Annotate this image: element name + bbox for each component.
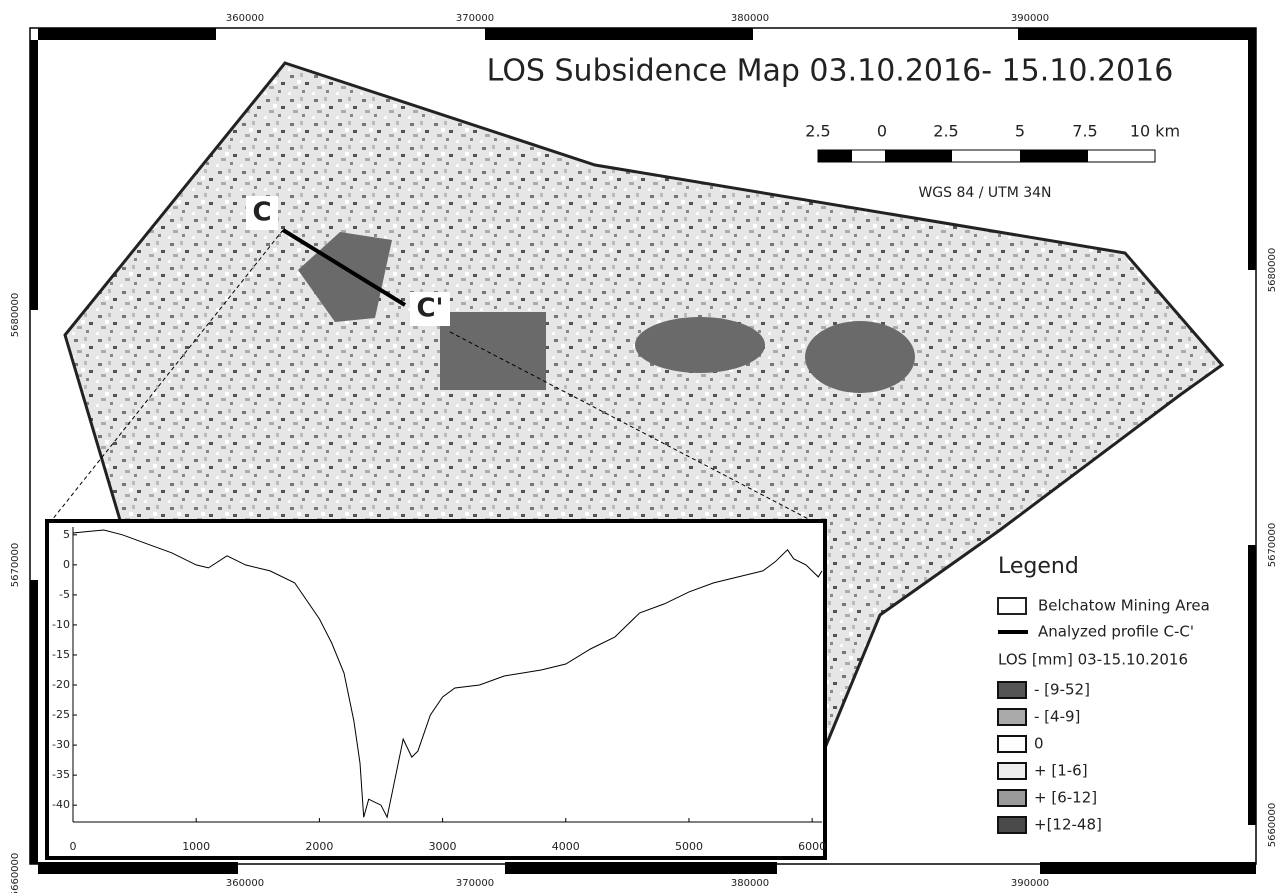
- legend-label: + [1-6]: [1034, 762, 1088, 780]
- scale-bar: [818, 150, 1155, 162]
- x-tick-label: 2000: [305, 840, 333, 853]
- x-tick-label: 4000: [552, 840, 580, 853]
- profile-inset: [47, 521, 825, 858]
- scale-label: 2.5: [933, 122, 958, 141]
- map-title: LOS Subsidence Map 03.10.2016- 15.10.201…: [487, 54, 1174, 89]
- y-tick-label: 0: [63, 558, 70, 571]
- scale-label: 0: [877, 122, 887, 141]
- scale-label: 5: [1015, 122, 1025, 141]
- legend-subtitle: LOS [mm] 03-15.10.2016: [998, 651, 1188, 669]
- legend-label: - [9-52]: [1034, 681, 1090, 699]
- legend-swatch: [998, 817, 1026, 833]
- x-tick-label: 1000: [182, 840, 210, 853]
- scale-label: 10 km: [1130, 122, 1180, 141]
- y-coord: 5660000: [10, 853, 21, 893]
- y-coord: 5660000: [1267, 803, 1278, 848]
- legend-title: Legend: [998, 554, 1079, 579]
- x-coord: 360000: [226, 878, 264, 889]
- y-tick-label: -30: [52, 738, 70, 751]
- x-tick-label: 0: [70, 840, 77, 853]
- x-coord: 390000: [1011, 13, 1049, 24]
- map-page: C C' LOS Subsidence Map 03.10.2016- 15.1…: [0, 0, 1288, 893]
- y-tick-label: -15: [52, 648, 70, 661]
- y-tick-label: -5: [59, 588, 70, 601]
- legend-label: - [4-9]: [1034, 708, 1080, 726]
- profile-start: C: [252, 198, 271, 228]
- y-tick-label: -20: [52, 678, 70, 691]
- x-coord: 370000: [456, 878, 494, 889]
- scale-label: 7.5: [1072, 122, 1097, 141]
- legend-label: Analyzed profile C-C': [1038, 623, 1194, 641]
- legend-swatch: [998, 598, 1026, 614]
- legend-label: +[12-48]: [1034, 816, 1102, 834]
- y-coord: 5680000: [10, 293, 21, 338]
- legend-label: Belchatow Mining Area: [1038, 597, 1210, 615]
- legend-swatch: [998, 736, 1026, 752]
- legend-swatch: [998, 682, 1026, 698]
- y-tick-label: 5: [63, 528, 70, 541]
- x-tick-label: 6000: [798, 840, 826, 853]
- x-tick-label: 5000: [675, 840, 703, 853]
- y-tick-label: -40: [52, 798, 70, 811]
- legend-swatch: [998, 790, 1026, 806]
- x-coord: 360000: [226, 13, 264, 24]
- x-coord: 390000: [1011, 878, 1049, 889]
- legend-label: 0: [1034, 735, 1044, 753]
- y-coord: 5680000: [1267, 248, 1278, 293]
- legend-swatch: [998, 763, 1026, 779]
- legend-label: + [6-12]: [1034, 789, 1097, 807]
- legend-swatch: [998, 709, 1026, 725]
- y-tick-label: -35: [52, 768, 70, 781]
- x-coord: 370000: [456, 13, 494, 24]
- y-coord: 5670000: [10, 543, 21, 588]
- crs-label: WGS 84 / UTM 34N: [918, 185, 1051, 201]
- scale-label: 2.5: [805, 122, 830, 141]
- y-tick-label: -25: [52, 708, 70, 721]
- y-tick-label: -10: [52, 618, 70, 631]
- x-coord: 380000: [731, 13, 769, 24]
- y-coord: 5670000: [1267, 523, 1278, 568]
- profile-end: C': [416, 294, 443, 324]
- x-coord: 380000: [731, 878, 769, 889]
- x-tick-label: 3000: [429, 840, 457, 853]
